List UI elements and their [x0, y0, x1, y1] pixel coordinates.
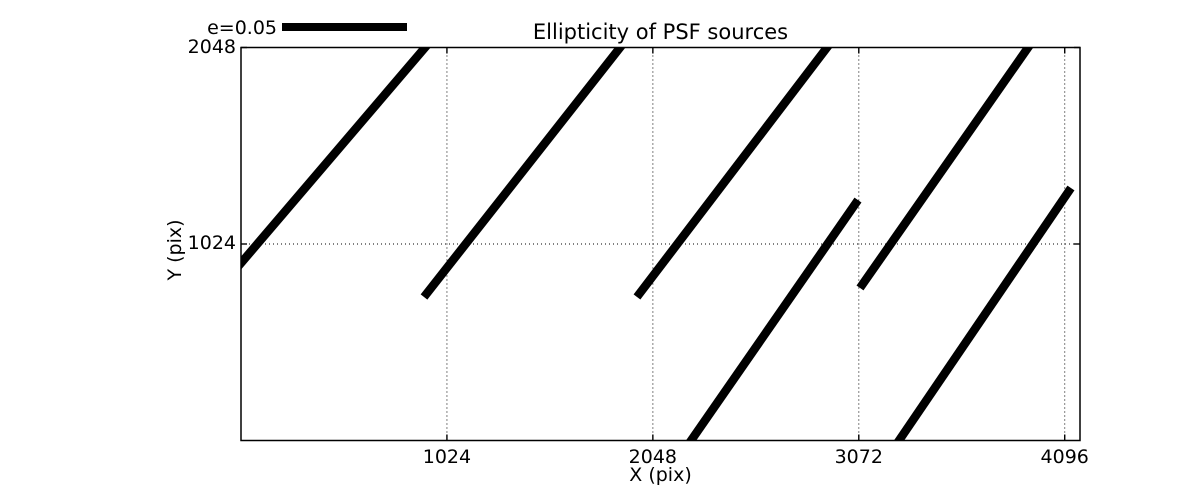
- whisker: [893, 185, 1075, 441]
- x-tick-label: 4096: [1040, 446, 1089, 468]
- x-tick-label: 3072: [834, 446, 883, 468]
- legend-scale-bar: [282, 23, 407, 31]
- plot-border: [240, 46, 1081, 442]
- whisker: [420, 47, 626, 300]
- whisker: [633, 47, 833, 300]
- x-tick-label: 1024: [422, 446, 472, 468]
- whisker: [241, 47, 431, 270]
- whisker: [856, 47, 1034, 291]
- y-tick-label: 1024: [187, 232, 236, 254]
- x-tick-label: 2048: [628, 446, 678, 468]
- x-axis-label: X (pix): [629, 464, 692, 486]
- whisker: [685, 197, 862, 441]
- legend-label: e=0.05: [207, 17, 277, 39]
- y-tick-label: 2048: [187, 35, 236, 58]
- chart-title: Ellipticity of PSF sources: [532, 20, 789, 44]
